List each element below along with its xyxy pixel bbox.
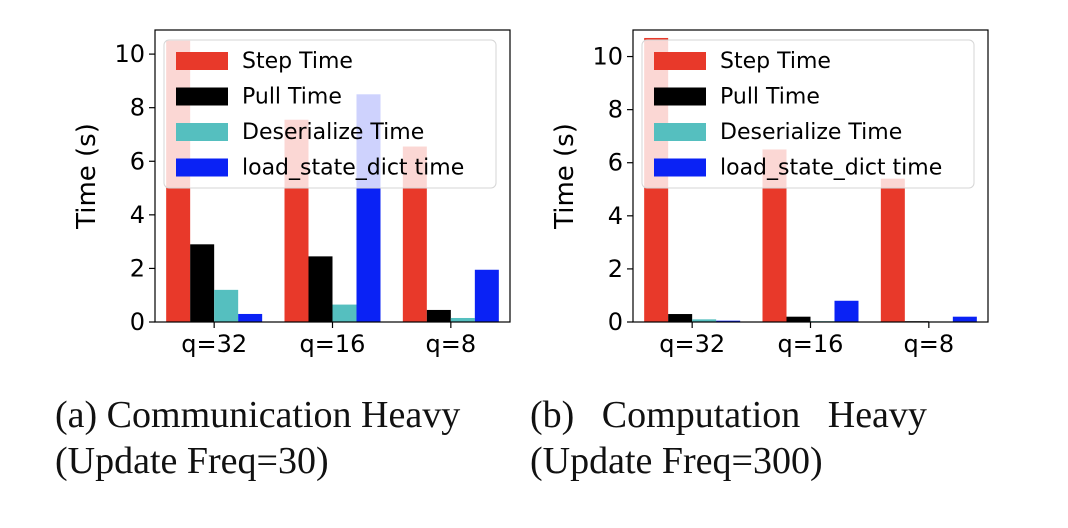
caption-a-line2: (Update Freq=30) — [55, 440, 329, 482]
legend-label-a-2: Deserialize Time — [242, 120, 424, 145]
bar-b-s1-c0 — [668, 314, 693, 322]
xtick-label-b-1: q=16 — [778, 330, 844, 358]
bar-b-s2-c0 — [692, 319, 717, 322]
bar-b-s0-c2 — [880, 178, 905, 322]
xtick-label-a-1: q=16 — [300, 330, 366, 358]
bar-a-s1-c2 — [426, 309, 451, 322]
bar-a-s3-c0 — [238, 313, 263, 322]
ytick-label-b-2: 4 — [608, 202, 623, 230]
caption-a: (a) Communication Heavy (Update Freq=30) — [55, 392, 460, 484]
bar-a-s2-c2 — [450, 317, 475, 322]
caption-b-line1: (b) Computation Heavy — [530, 394, 927, 436]
legend-label-b-2: Deserialize Time — [720, 120, 902, 145]
bar-a-s1-c1 — [308, 256, 333, 322]
caption-b-line2: (Update Freq=300) — [530, 440, 823, 482]
bar-b-s1-c1 — [786, 316, 811, 322]
legend-swatch-b-1 — [654, 87, 706, 106]
ytick-label-b-3: 6 — [608, 149, 623, 177]
legend-label-a-1: Pull Time — [242, 85, 342, 110]
ytick-label-a-3: 6 — [130, 147, 145, 175]
chart-computation-heavy: 0 2 4 6 8 10 q=32 q=16 q=8 Time (s) Step Time Pull … — [550, 29, 989, 358]
legend-swatch-a-0 — [176, 52, 228, 70]
legend-swatch-a-1 — [176, 87, 228, 106]
ytick-label-b-5: 10 — [592, 43, 623, 71]
xtick-label-b-0: q=32 — [659, 330, 725, 358]
legend-swatch-b-0 — [654, 52, 706, 70]
ytick-label-a-4: 8 — [130, 94, 145, 122]
chart-communication-heavy: 0 2 4 6 8 10 q=32 q=16 q=8 Time (s) Step Time Pull … — [72, 29, 511, 358]
bar-a-s3-c2 — [474, 269, 499, 322]
ytick-label-a-0: 0 — [130, 308, 145, 336]
legend-label-b-1: Pull Time — [720, 85, 820, 110]
ytick-label-b-0: 0 — [608, 308, 623, 336]
ytick-label-a-5: 10 — [114, 40, 145, 68]
xtick-label-a-0: q=32 — [181, 330, 247, 358]
bar-a-s2-c1 — [332, 304, 357, 322]
bar-b-s3-c0 — [716, 320, 741, 322]
xtick-label-a-2: q=8 — [426, 330, 477, 358]
ytick-label-a-1: 2 — [130, 254, 145, 282]
legend-a — [163, 39, 497, 189]
bar-a-s1-c0 — [190, 244, 215, 322]
legend-label-b-0: Step Time — [720, 49, 831, 74]
caption-b: (b) Computation Heavy (Update Freq=300) — [530, 392, 927, 484]
legend-swatch-a-2 — [176, 123, 228, 141]
legend-swatch-a-3 — [176, 158, 228, 177]
bar-b-s3-c2 — [952, 316, 977, 322]
ylabel-a: Time (s) — [72, 123, 102, 230]
ytick-label-a-2: 4 — [130, 201, 145, 229]
legend-label-a-3: load_state_dict time — [242, 156, 464, 181]
bar-a-s2-c0 — [214, 289, 239, 322]
legend-label-a-0: Step Time — [242, 49, 353, 74]
ytick-label-b-1: 2 — [608, 255, 623, 283]
legend-swatch-b-2 — [654, 123, 706, 141]
legend-swatch-b-3 — [654, 158, 706, 177]
ylabel-b: Time (s) — [550, 123, 580, 230]
caption-a-line1: (a) Communication Heavy — [55, 394, 461, 436]
legend-b — [641, 39, 975, 189]
legend-label-b-3: load_state_dict time — [720, 156, 942, 181]
xtick-label-b-2: q=8 — [904, 330, 955, 358]
ytick-label-b-4: 8 — [608, 96, 623, 124]
bar-b-s3-c1 — [834, 300, 859, 322]
